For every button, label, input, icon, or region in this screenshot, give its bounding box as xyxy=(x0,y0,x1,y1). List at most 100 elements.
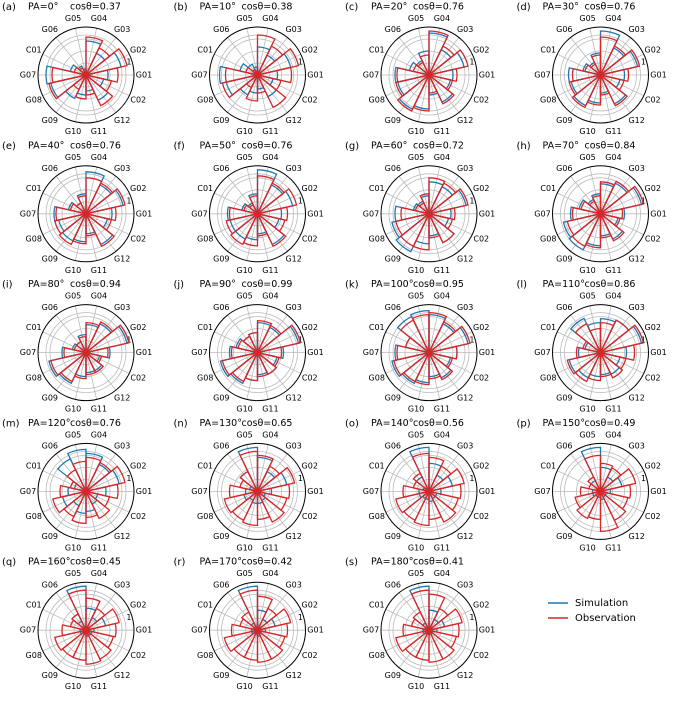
polar-bar xyxy=(230,623,258,637)
r-tick-label: 1 xyxy=(469,197,474,206)
polar-bar xyxy=(412,64,430,76)
polar-bar xyxy=(85,465,126,493)
theta-tick-label: G08 xyxy=(540,234,556,243)
theta-tick-label: G07 xyxy=(20,487,36,496)
panel: (s) PA=180° cosθ=0.41 1 G04 G03 G02 G01 C02 G12 G1… xyxy=(345,557,495,692)
polar-bar xyxy=(241,491,259,527)
theta-tick-label: G12 xyxy=(628,532,644,541)
polar-bar xyxy=(85,490,111,520)
polar-bar xyxy=(256,629,273,663)
theta-tick-label: C02 xyxy=(645,234,661,243)
r-tick-label: 1 xyxy=(469,335,474,344)
theta-tick-label: G03 xyxy=(628,303,644,312)
theta-tick-label: G11 xyxy=(605,405,621,414)
theta-tick-label: C02 xyxy=(645,512,661,521)
polar-bar xyxy=(67,589,87,631)
theta-tick-label: G06 xyxy=(213,580,229,589)
polar-bar xyxy=(237,339,258,354)
theta-tick-label: G08 xyxy=(369,373,385,382)
polar-bar xyxy=(71,491,87,525)
spoke xyxy=(85,331,130,353)
theta-tick-label: C02 xyxy=(302,512,318,521)
theta-tick-label: G01 xyxy=(136,487,152,496)
spoke xyxy=(246,491,258,539)
spoke xyxy=(85,352,117,391)
spoke xyxy=(257,352,301,374)
spoke xyxy=(385,53,430,76)
polar-bar xyxy=(419,193,430,215)
panel-title: PA=130° xyxy=(200,418,242,429)
theta-tick-label: G08 xyxy=(540,96,556,105)
theta-tick-label: G04 xyxy=(262,14,278,23)
theta-tick-label: G09 xyxy=(213,393,229,402)
spoke xyxy=(417,444,430,492)
panel-title: PA=50° xyxy=(200,140,236,151)
spoke xyxy=(214,331,258,353)
theta-tick-label: C02 xyxy=(130,234,146,243)
spoke xyxy=(570,314,601,353)
theta-tick-label: G02 xyxy=(302,323,318,332)
theta-tick-label: G01 xyxy=(136,71,152,80)
polar-bar xyxy=(257,608,292,631)
panel-title: PA=120° xyxy=(28,418,70,429)
polar-bar xyxy=(85,47,128,76)
spoke xyxy=(74,630,87,678)
r-tick-label: 1 xyxy=(126,613,131,622)
theta-tick-label: G09 xyxy=(42,116,58,125)
theta-tick-label: G03 xyxy=(285,303,301,312)
panel-subtitle: cosθ=0.95 xyxy=(413,279,464,290)
theta-tick-label: G10 xyxy=(65,266,81,275)
spoke xyxy=(557,352,601,374)
theta-tick-label: G06 xyxy=(556,25,572,34)
theta-tick-label: G07 xyxy=(20,348,36,357)
panel-label: (a) xyxy=(2,2,16,13)
polar-bar xyxy=(85,346,109,359)
theta-tick-label: G10 xyxy=(65,682,81,691)
polar-bar xyxy=(566,213,601,236)
spoke xyxy=(600,314,631,353)
spoke xyxy=(85,629,117,668)
theta-tick-label: G09 xyxy=(385,393,401,402)
theta-tick-label: G03 xyxy=(114,25,130,34)
spoke xyxy=(257,213,288,252)
panel-label: (b) xyxy=(174,2,188,13)
theta-tick-label: G02 xyxy=(130,462,146,471)
panel: (n) PA=130° cosθ=0.65 1 G04 G03 G02 G01 C02 G12 G1… xyxy=(174,418,324,553)
theta-tick-label: G09 xyxy=(42,393,58,402)
spoke xyxy=(257,453,288,492)
polar-bar xyxy=(571,67,601,83)
spoke xyxy=(214,192,258,215)
theta-tick-label: C02 xyxy=(130,512,146,521)
spoke xyxy=(428,444,441,492)
spoke xyxy=(85,213,130,235)
spoke xyxy=(385,352,430,374)
polar-bar xyxy=(600,468,637,493)
theta-tick-label: G11 xyxy=(91,405,107,414)
polar-frame xyxy=(209,581,306,679)
theta-tick-label: G06 xyxy=(42,164,58,173)
theta-tick-label: G04 xyxy=(262,292,278,301)
r-tick-label: 1 xyxy=(641,474,646,483)
theta-tick-label: G02 xyxy=(473,601,489,610)
panel: (k) PA=100° cosθ=0.95 1 G04 G03 G02 G01 C02 G12 G1… xyxy=(345,279,495,414)
spoke xyxy=(85,491,98,539)
r-tick-label: 1 xyxy=(641,197,646,206)
theta-tick-label: C01 xyxy=(197,601,213,610)
spoke xyxy=(600,491,644,513)
panel-subtitle: cosθ=0.94 xyxy=(70,279,121,290)
spoke xyxy=(600,470,644,492)
polar-bar xyxy=(568,74,601,96)
theta-tick-label: G08 xyxy=(369,234,385,243)
polar-bar xyxy=(599,74,628,107)
spoke xyxy=(257,444,269,492)
polar-bar xyxy=(83,70,87,76)
spoke xyxy=(428,166,441,214)
spoke xyxy=(385,470,430,492)
theta-tick-label: G02 xyxy=(473,323,489,332)
spoke xyxy=(85,352,98,400)
panel-title: PA=160° xyxy=(28,557,70,568)
polar-bar xyxy=(600,185,645,215)
polar-bar xyxy=(61,624,87,637)
spoke xyxy=(85,28,98,76)
theta-tick-label: G05 xyxy=(408,569,424,578)
